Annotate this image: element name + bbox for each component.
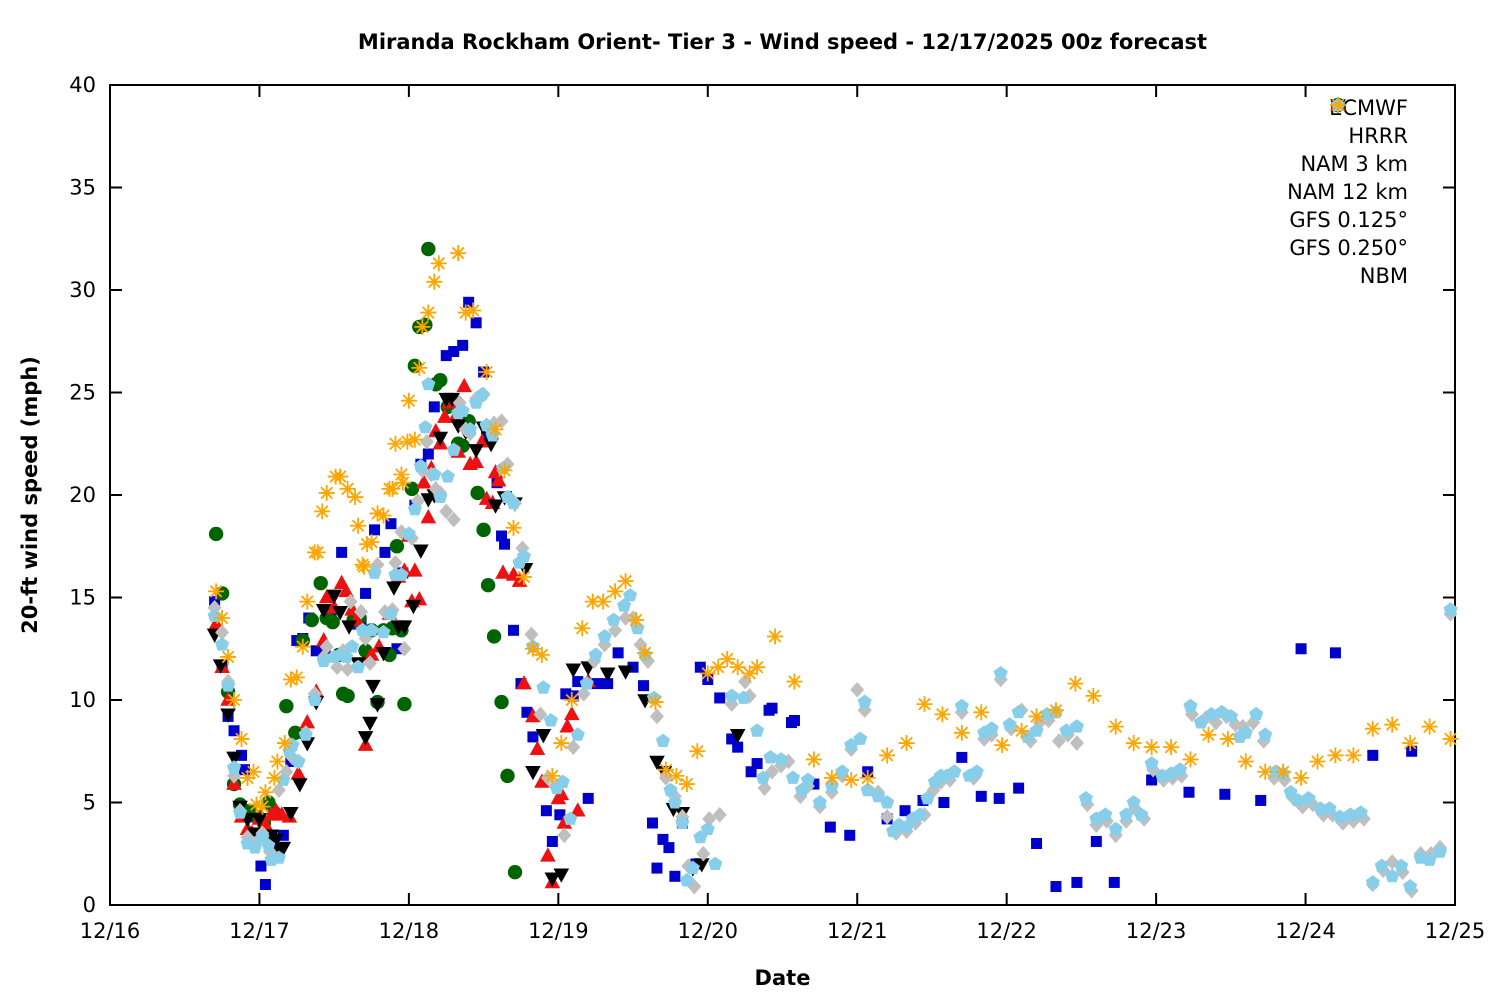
y-tick-label: 25 <box>69 381 96 405</box>
series-gfs-0-250- <box>207 376 1458 893</box>
y-tick-label: 30 <box>69 278 96 302</box>
x-tick-label: 12/20 <box>678 919 739 943</box>
legend-item-nbm: NBM <box>1287 97 1408 290</box>
x-tick-label: 12/16 <box>80 919 141 943</box>
y-axis-label: 20-ft wind speed (mph) <box>18 356 42 634</box>
x-tick-label: 12/23 <box>1126 919 1187 943</box>
y-tick-label: 0 <box>83 893 96 917</box>
series-ecmwf <box>209 296 1418 893</box>
y-tick-label: 40 <box>69 73 96 97</box>
legend-item-nam3km: NAM 3 km <box>1287 96 1408 178</box>
x-tick-label: 12/17 <box>229 919 290 943</box>
legend-label: NAM 3 km <box>1300 152 1408 176</box>
legend-label: HRRR <box>1348 124 1408 148</box>
axes: 0 5 10 15 20 25 30 35 40 12/16 12/17 12/18 12/19 12/2… <box>69 73 1485 943</box>
chart-title: Miranda Rockham Orient- Tier 3 - Wind sp… <box>357 30 1208 54</box>
legend-label: GFS 0.125° <box>1289 208 1408 232</box>
x-tick-label: 12/18 <box>379 919 440 943</box>
x-tick-label: 12/25 <box>1425 919 1486 943</box>
x-tick-label: 12/22 <box>976 919 1037 943</box>
x-axis-label: Date <box>754 966 811 990</box>
x-tick-label: 12/21 <box>827 919 888 943</box>
legend-label: NBM <box>1359 264 1408 288</box>
x-tick-label: 12/19 <box>528 919 589 943</box>
y-tick-label: 35 <box>69 176 96 200</box>
y-tick-label: 15 <box>69 586 96 610</box>
legend-item-hrrr: HRRR <box>1287 97 1408 150</box>
legend-item-gfs0125: GFS 0.125° <box>1287 97 1408 234</box>
y-tick-label: 20 <box>69 483 96 507</box>
series-nbm <box>208 245 1459 815</box>
y-tick-label: 10 <box>69 688 96 712</box>
asterisk-marker-icon <box>1330 97 1347 113</box>
legend: ECMWF HRRR NAM 3 km NAM 12 km GFS 0.125°… <box>1287 94 1408 290</box>
legend-label: GFS 0.250° <box>1289 236 1408 260</box>
x-tick-label: 12/24 <box>1275 919 1336 943</box>
y-tick-label: 5 <box>83 791 96 815</box>
legend-label: NAM 12 km <box>1287 180 1408 204</box>
legend-item-nam12km: NAM 12 km <box>1287 99 1408 206</box>
legend-item-gfs0250: GFS 0.250° <box>1287 97 1408 262</box>
